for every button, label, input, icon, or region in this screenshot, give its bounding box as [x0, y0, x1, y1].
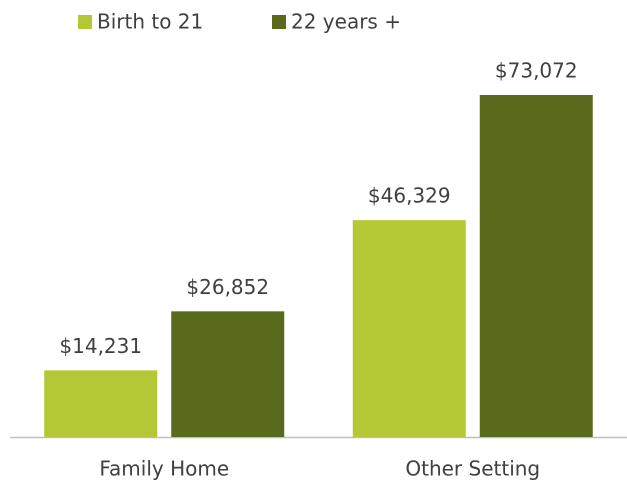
data-label: $26,852 [186, 275, 269, 299]
data-label: $14,231 [59, 334, 142, 358]
legend-swatch [78, 15, 92, 29]
data-label: $73,072 [495, 59, 578, 83]
bar [44, 370, 158, 437]
legend-label: Birth to 21 [97, 10, 203, 34]
data-label: $46,329 [368, 184, 451, 208]
bar [171, 311, 285, 437]
legend-swatch [272, 15, 286, 29]
bar [352, 220, 466, 437]
legend-label: 22 years + [291, 10, 401, 34]
x-tick-label: Family Home [99, 457, 229, 481]
x-tick-label: Other Setting [405, 457, 540, 481]
bar [479, 95, 593, 437]
